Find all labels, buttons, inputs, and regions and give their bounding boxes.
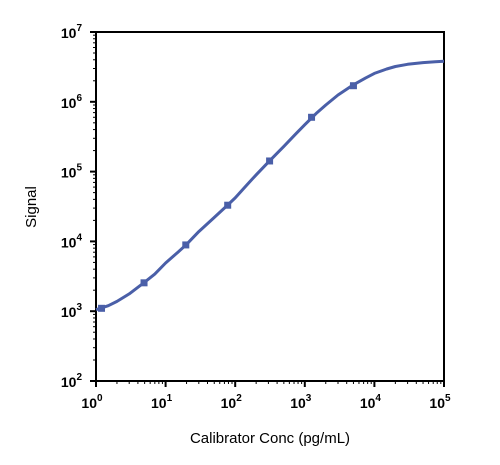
- y-tick-label: 103: [61, 302, 83, 320]
- x-tick-label: 100: [81, 393, 103, 411]
- data-point: [266, 157, 274, 165]
- data-point: [98, 304, 106, 312]
- y-tick-label: 105: [61, 163, 83, 181]
- fit-curve: [95, 59, 445, 312]
- x-tick-label: 105: [429, 393, 451, 411]
- data-point: [140, 279, 148, 287]
- data-point: [224, 201, 232, 209]
- data-point: [349, 82, 357, 90]
- y-tick-label: 106: [61, 93, 83, 111]
- y-axis-title: Signal: [23, 186, 40, 228]
- fit-curve-layer: [95, 59, 445, 312]
- x-axis-title: Calibrator Conc (pg/mL): [190, 430, 350, 447]
- x-tick-label: 104: [360, 393, 382, 411]
- y-tick-label: 102: [61, 372, 83, 390]
- plot-frame: [95, 31, 445, 382]
- y-tick-label: 104: [61, 232, 83, 250]
- x-tick-label: 102: [221, 393, 243, 411]
- axes: [95, 31, 445, 382]
- data-point: [308, 113, 316, 121]
- y-tick-label: 107: [61, 23, 83, 41]
- ticks: 100 101 102 103 104 105 102 103 104 105 106 107: [61, 23, 451, 411]
- data-points-layer: [98, 82, 357, 312]
- x-tick-label: 103: [290, 393, 312, 411]
- data-point: [182, 241, 190, 249]
- x-tick-label: 101: [151, 393, 173, 411]
